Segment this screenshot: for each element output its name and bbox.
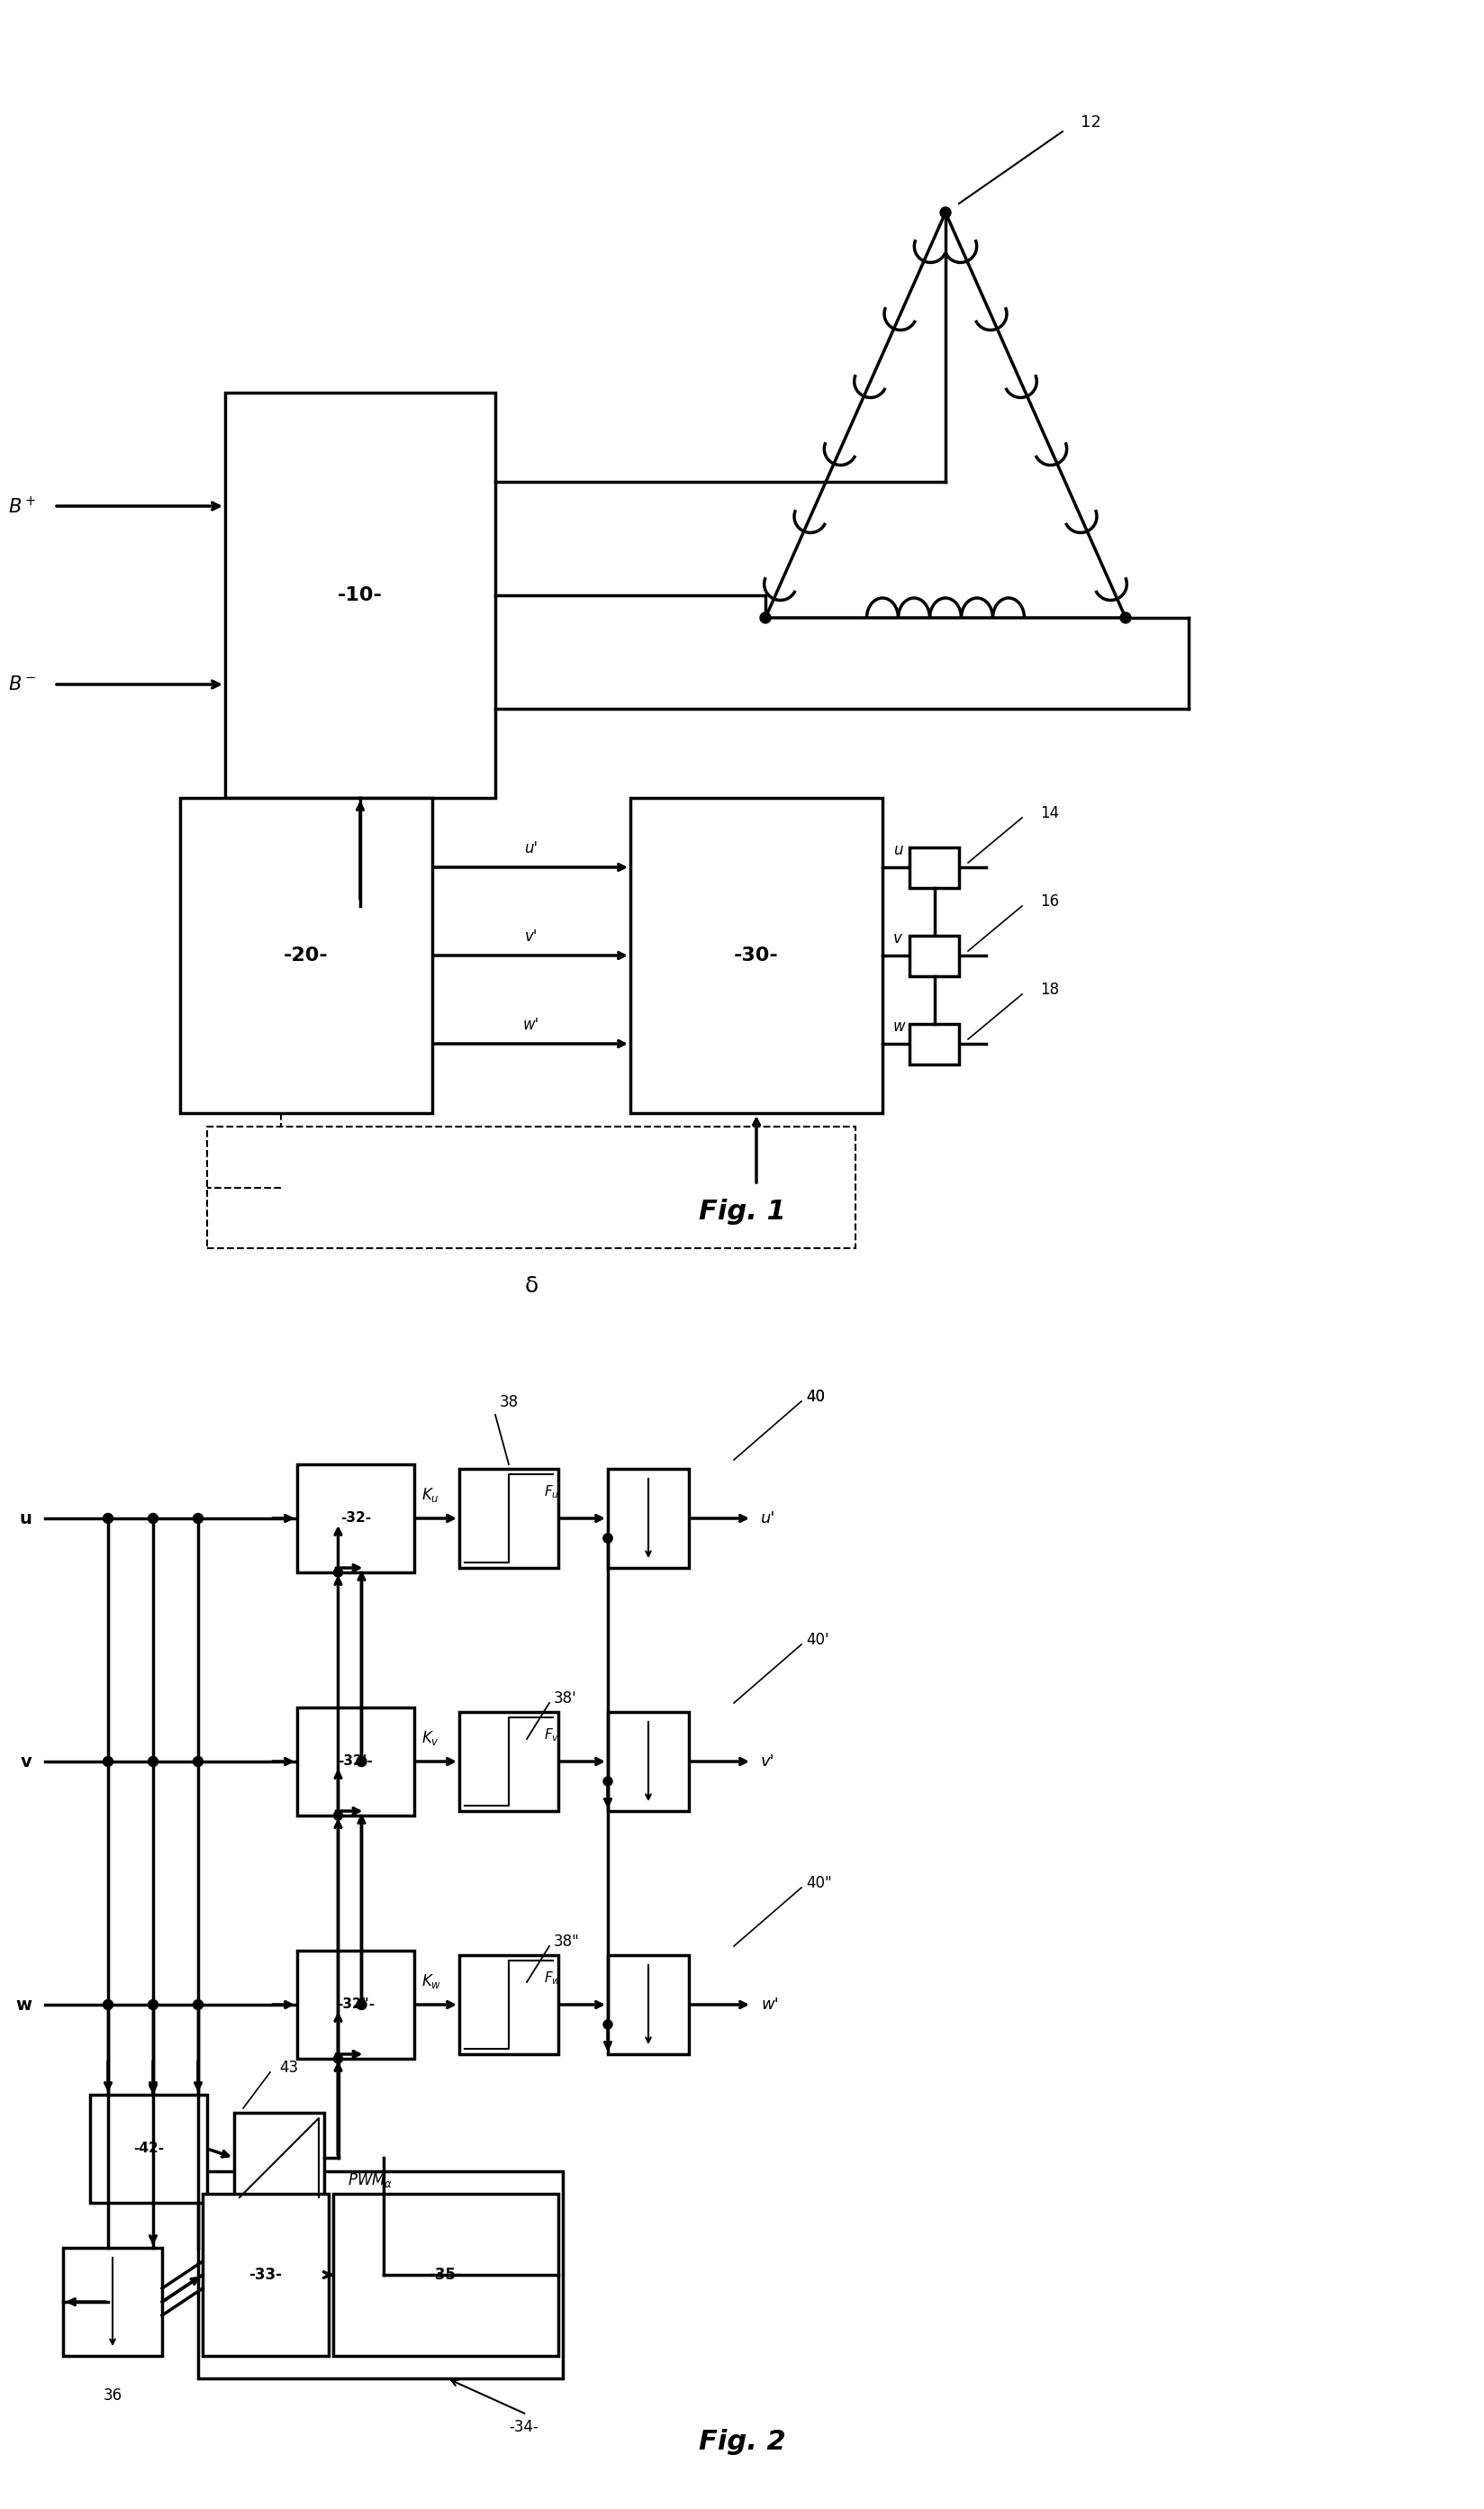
Circle shape — [1120, 612, 1131, 622]
Text: u': u' — [524, 841, 539, 856]
Circle shape — [604, 1776, 613, 1786]
Text: v': v' — [525, 928, 537, 946]
Circle shape — [334, 2055, 343, 2062]
Circle shape — [148, 2000, 157, 2010]
Text: w: w — [15, 1997, 31, 2012]
Circle shape — [148, 1513, 157, 1523]
Text: v: v — [893, 931, 902, 946]
Bar — [297, 1465, 414, 1573]
Text: Fig. 1: Fig. 1 — [699, 1199, 785, 1224]
Circle shape — [193, 1513, 203, 1523]
Text: C: C — [329, 848, 343, 866]
Bar — [910, 936, 959, 976]
Bar — [297, 1949, 414, 2060]
Text: Fig. 2: Fig. 2 — [699, 2429, 785, 2454]
Text: 43: 43 — [279, 2060, 298, 2075]
Text: -32'-: -32'- — [338, 1754, 372, 1769]
Text: -33-: -33- — [249, 2266, 282, 2283]
Text: -35-: -35- — [429, 2266, 463, 2283]
Text: -30-: -30- — [735, 946, 779, 963]
Text: $K_u$: $K_u$ — [421, 1485, 439, 1503]
Bar — [226, 391, 496, 798]
Bar — [91, 2095, 208, 2203]
Text: w': w' — [522, 1016, 540, 1034]
Text: 14: 14 — [1040, 805, 1060, 820]
Text: 38": 38" — [554, 1934, 580, 1949]
Bar — [459, 1711, 558, 1811]
Text: v: v — [21, 1754, 31, 1769]
Text: 16: 16 — [1040, 893, 1060, 911]
Text: -42-: -42- — [134, 2143, 163, 2155]
Text: 40: 40 — [806, 1387, 825, 1405]
Text: $K_v$: $K_v$ — [421, 1729, 439, 1746]
Bar — [608, 1468, 689, 1568]
Bar — [234, 2113, 324, 2203]
Text: 36: 36 — [102, 2389, 122, 2404]
Circle shape — [334, 1568, 343, 1576]
Text: u: u — [893, 843, 902, 858]
Text: $B^+$: $B^+$ — [7, 497, 36, 517]
Text: $F_v$: $F_v$ — [543, 1726, 559, 1744]
Text: 38': 38' — [554, 1691, 577, 1706]
Circle shape — [148, 1756, 157, 1766]
Bar — [334, 2193, 558, 2356]
Text: $B^-$: $B^-$ — [7, 675, 36, 692]
Text: v': v' — [761, 1754, 775, 1769]
Text: -32"-: -32"- — [337, 1997, 374, 2012]
Circle shape — [334, 1811, 343, 1819]
Bar — [608, 1711, 689, 1811]
Text: 12: 12 — [1080, 115, 1101, 130]
Circle shape — [604, 1533, 613, 1543]
Bar — [62, 2248, 162, 2356]
Circle shape — [193, 1756, 203, 1766]
Text: 40": 40" — [806, 1874, 833, 1892]
Text: -34-: -34- — [509, 2419, 539, 2436]
Text: $F_w$: $F_w$ — [543, 1970, 561, 1987]
Text: $PWM_{\alpha}$: $PWM_{\alpha}$ — [347, 2170, 392, 2190]
Circle shape — [356, 2000, 367, 2010]
Bar — [631, 798, 883, 1114]
Circle shape — [939, 208, 951, 218]
Bar — [459, 1955, 558, 2055]
Bar — [459, 1468, 558, 1568]
Text: w: w — [893, 1019, 905, 1034]
Bar — [910, 848, 959, 888]
Text: u': u' — [761, 1510, 776, 1525]
Text: $K_w$: $K_w$ — [421, 1972, 442, 1990]
Circle shape — [102, 1756, 113, 1766]
Text: 40: 40 — [806, 1387, 825, 1405]
Bar — [180, 798, 432, 1114]
Bar — [203, 2193, 328, 2356]
Text: u: u — [19, 1510, 31, 1528]
Text: -32-: -32- — [340, 1510, 371, 1525]
Circle shape — [102, 2000, 113, 2010]
Bar — [297, 1709, 414, 1817]
Bar — [197, 2170, 562, 2379]
Text: 18: 18 — [1040, 981, 1060, 999]
Circle shape — [760, 612, 770, 622]
Text: 40': 40' — [806, 1631, 830, 1648]
Circle shape — [102, 1513, 113, 1523]
Text: $F_u$: $F_u$ — [543, 1483, 559, 1500]
Bar — [208, 1127, 855, 1247]
Circle shape — [604, 1533, 613, 1543]
Bar — [608, 1955, 689, 2055]
Text: -20-: -20- — [283, 946, 328, 963]
Text: -10-: -10- — [338, 587, 383, 605]
Circle shape — [193, 2000, 203, 2010]
Text: 38: 38 — [499, 1395, 518, 1410]
Text: δ: δ — [524, 1275, 539, 1297]
Text: w': w' — [761, 1997, 779, 2012]
Circle shape — [604, 2020, 613, 2030]
Bar — [910, 1024, 959, 1064]
Circle shape — [356, 1756, 367, 1766]
